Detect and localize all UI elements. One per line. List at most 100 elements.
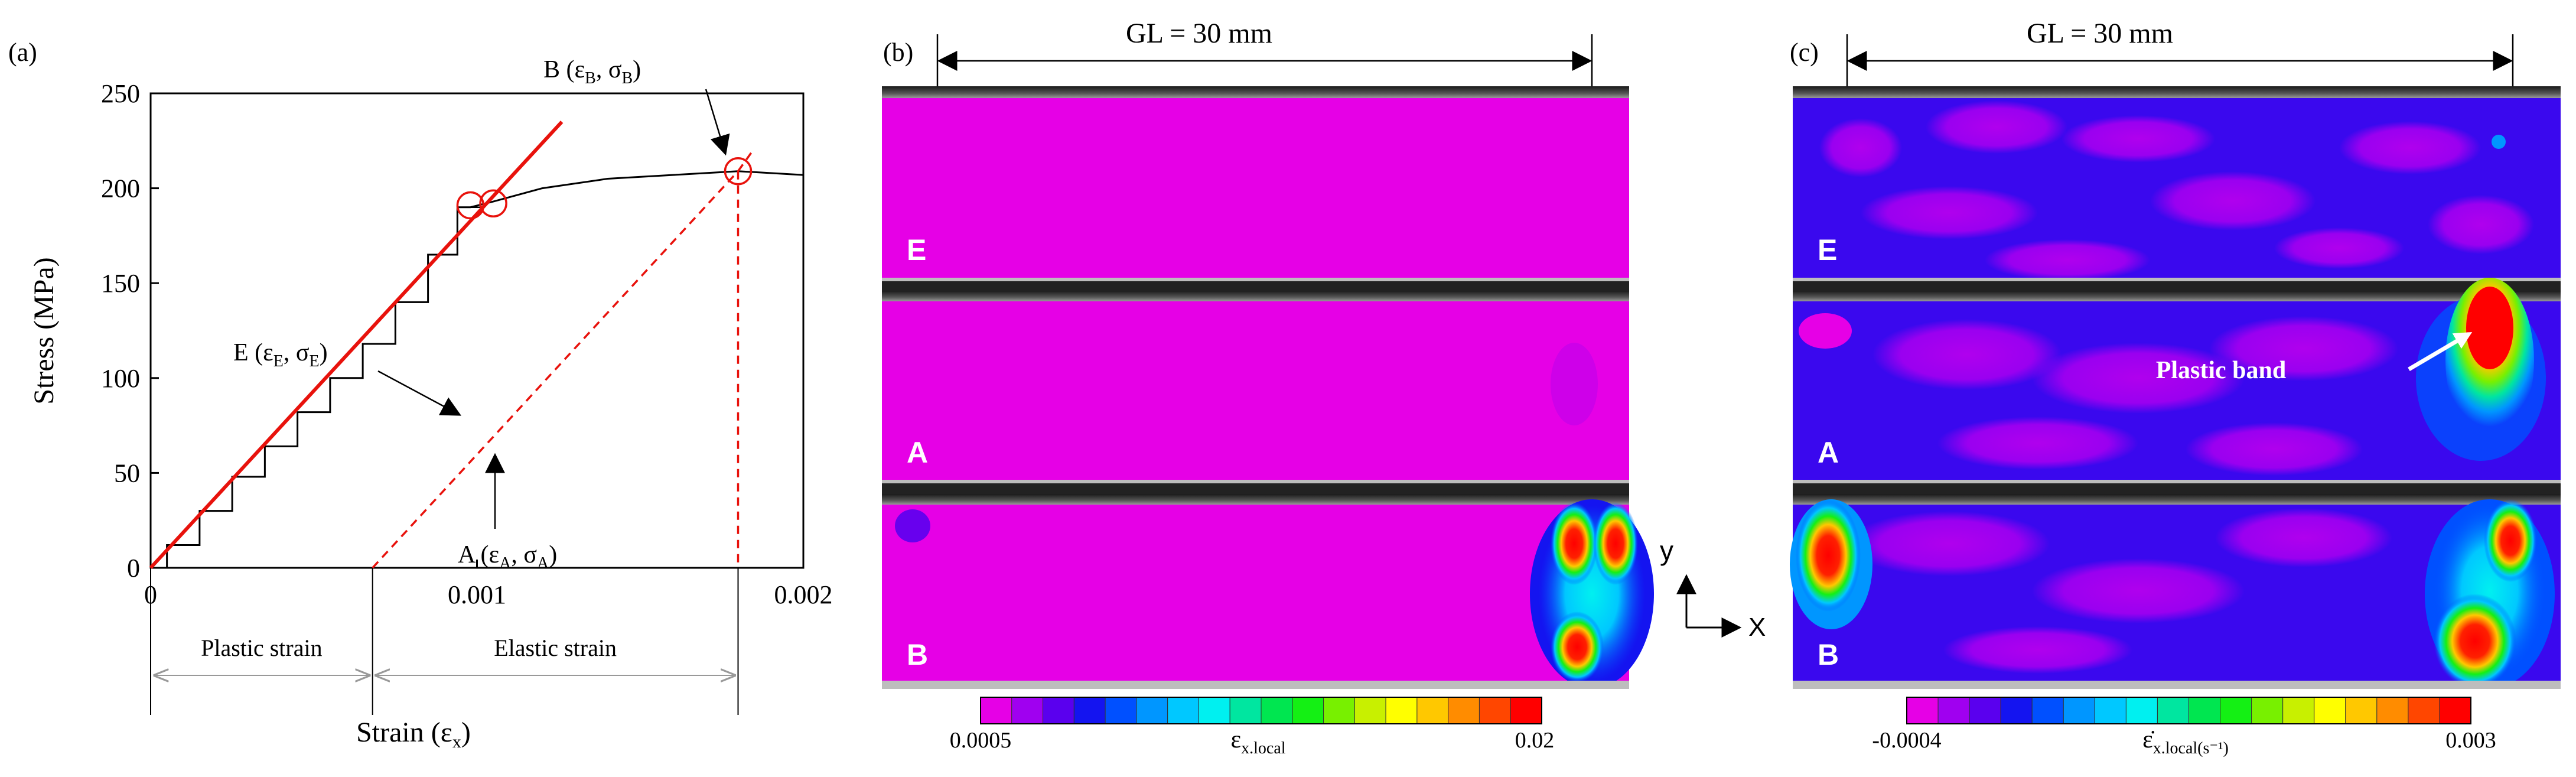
arrow-E	[377, 370, 461, 416]
strip-c-E: E	[1793, 86, 2561, 291]
colorbar-swatch	[2125, 697, 2158, 724]
elastic-fit-line	[149, 121, 564, 570]
panel-a-tag: (a)	[8, 38, 37, 67]
colorbar-swatch	[1416, 697, 1449, 724]
strip-b-A: A	[882, 291, 1629, 494]
colorbar-swatch	[1292, 697, 1324, 724]
colorbar-swatch	[1261, 697, 1293, 724]
point-A-marker	[479, 189, 507, 218]
colorbar-b-max: 0.02	[1515, 728, 1555, 753]
stress-strain-curve	[151, 170, 804, 569]
colorbar-swatch	[1906, 697, 1939, 724]
colorbar-swatch	[1229, 697, 1262, 724]
x-tick-label: 0.001	[448, 580, 506, 609]
strip-c-B: B	[1790, 494, 2561, 689]
colorbar-swatch	[2408, 697, 2440, 724]
strip-b-E: E	[882, 86, 1629, 291]
strip-label-c-B: B	[1818, 638, 1839, 671]
colorbar-swatch	[1478, 697, 1511, 724]
colorbar-b-label: εx.local	[1230, 726, 1285, 758]
colorbar-swatch	[2314, 697, 2346, 724]
label-B: B (εB, σB)	[543, 56, 641, 87]
colorbar-swatch	[1011, 697, 1044, 724]
x-axis-label: Strain (εx)	[356, 717, 471, 752]
y-tick-label: 200	[101, 174, 140, 203]
colorbar-swatch	[1969, 697, 2001, 724]
point-B-marker	[724, 157, 753, 186]
colorbar-swatch	[2439, 697, 2471, 724]
arrow-B	[705, 89, 730, 156]
plastic-strain-label: Plastic strain	[201, 635, 323, 661]
colorbar-swatch	[2345, 697, 2378, 724]
y-tick-label: 250	[101, 79, 140, 108]
plastic-band-arrow	[2408, 331, 2473, 372]
colorbar-swatch	[2031, 697, 2064, 724]
colorbar-swatch	[1323, 697, 1355, 724]
colorbar-c-label: ε̇x.local(s⁻¹)	[2142, 726, 2229, 758]
colorbar-swatch	[2000, 697, 2033, 724]
colorbar-swatch	[2094, 697, 2126, 724]
colorbar-swatch	[2189, 697, 2221, 724]
colorbar-swatch	[1136, 697, 1168, 724]
panel-b-tag: (b)	[883, 38, 913, 67]
unloading-line	[372, 170, 739, 569]
panel-c-tag: (c)	[1790, 38, 1819, 67]
y-tick-label: 50	[114, 459, 140, 487]
colorbar-swatch	[2063, 697, 2095, 724]
gauge-length-b: GL = 30 mm	[1126, 18, 1272, 49]
panel-a: (a) 0 50 100 150 200 250 0 0.001 0.002 Stress (…	[8, 38, 833, 752]
strip-label-b-B: B	[907, 638, 928, 671]
series-layer	[149, 121, 804, 570]
axis-y-letter: y	[1660, 535, 1673, 566]
colorbar-swatch	[1937, 697, 1970, 724]
colorbar-swatch	[2251, 697, 2284, 724]
colorbar-swatch	[1510, 697, 1542, 724]
colorbar-swatch	[1105, 697, 1137, 724]
plot-frame	[149, 92, 805, 569]
y-axis-ticks: 0 50 100 150 200 250	[101, 79, 159, 583]
colorbar-b	[980, 697, 1542, 724]
colorbar-swatch	[1167, 697, 1199, 724]
colorbar-swatch	[2376, 697, 2409, 724]
strip-label-b-E: E	[907, 233, 926, 266]
label-E: E (εE, σE)	[233, 339, 328, 370]
colorbar-swatch	[2220, 697, 2252, 724]
panel-b: (b) GL = 30 mm E A	[882, 18, 1654, 758]
colorbar-c-min: -0.0004	[1872, 728, 1941, 753]
label-A: A (εA, σA)	[458, 541, 557, 573]
strip-c-A: A Plastic band	[1793, 278, 2561, 494]
elastic-strain-label: Elastic strain	[494, 635, 617, 661]
point-E-marker	[456, 191, 485, 220]
colorbar-frame	[1906, 697, 2471, 724]
colorbar-swatch	[1198, 697, 1230, 724]
colorbar-swatch	[1385, 697, 1418, 724]
colorbar-swatch	[980, 697, 1012, 724]
strip-b-B: B	[882, 494, 1654, 689]
colorbar-b-min: 0.0005	[950, 728, 1012, 753]
y-axis-label: Stress (MPa)	[28, 257, 60, 404]
colorbar-swatch	[1043, 697, 1074, 724]
colorbar-frame	[980, 697, 1542, 724]
colorbar-c-max: 0.003	[2445, 728, 2496, 753]
colorbar-swatch	[1354, 697, 1386, 724]
x-tick-label: 0.002	[774, 580, 833, 609]
xy-axes-icon: y X	[1660, 535, 1766, 642]
axis-x-letter: X	[1748, 613, 1766, 642]
y-tick-label: 0	[127, 554, 140, 583]
plastic-band-annotation: Plastic band	[2156, 357, 2287, 384]
colorbar-swatch	[1448, 697, 1480, 724]
unloading-line-ext	[737, 148, 755, 172]
colorbar-swatch	[2282, 697, 2315, 724]
strip-label-b-A: A	[907, 436, 928, 469]
panel-c: (c) GL = 30 mm E	[1790, 18, 2561, 758]
colorbar-swatch	[1073, 697, 1106, 724]
y-tick-label: 150	[101, 269, 140, 298]
strip-label-c-E: E	[1818, 233, 1837, 266]
strip-label-c-A: A	[1818, 436, 1839, 469]
colorbar-c	[1906, 697, 2471, 724]
gauge-length-c: GL = 30 mm	[2027, 18, 2173, 49]
strain-spans: Plastic strain Elastic strain	[150, 568, 739, 715]
y-tick-label: 100	[101, 364, 140, 393]
colorbar-swatch	[2157, 697, 2189, 724]
